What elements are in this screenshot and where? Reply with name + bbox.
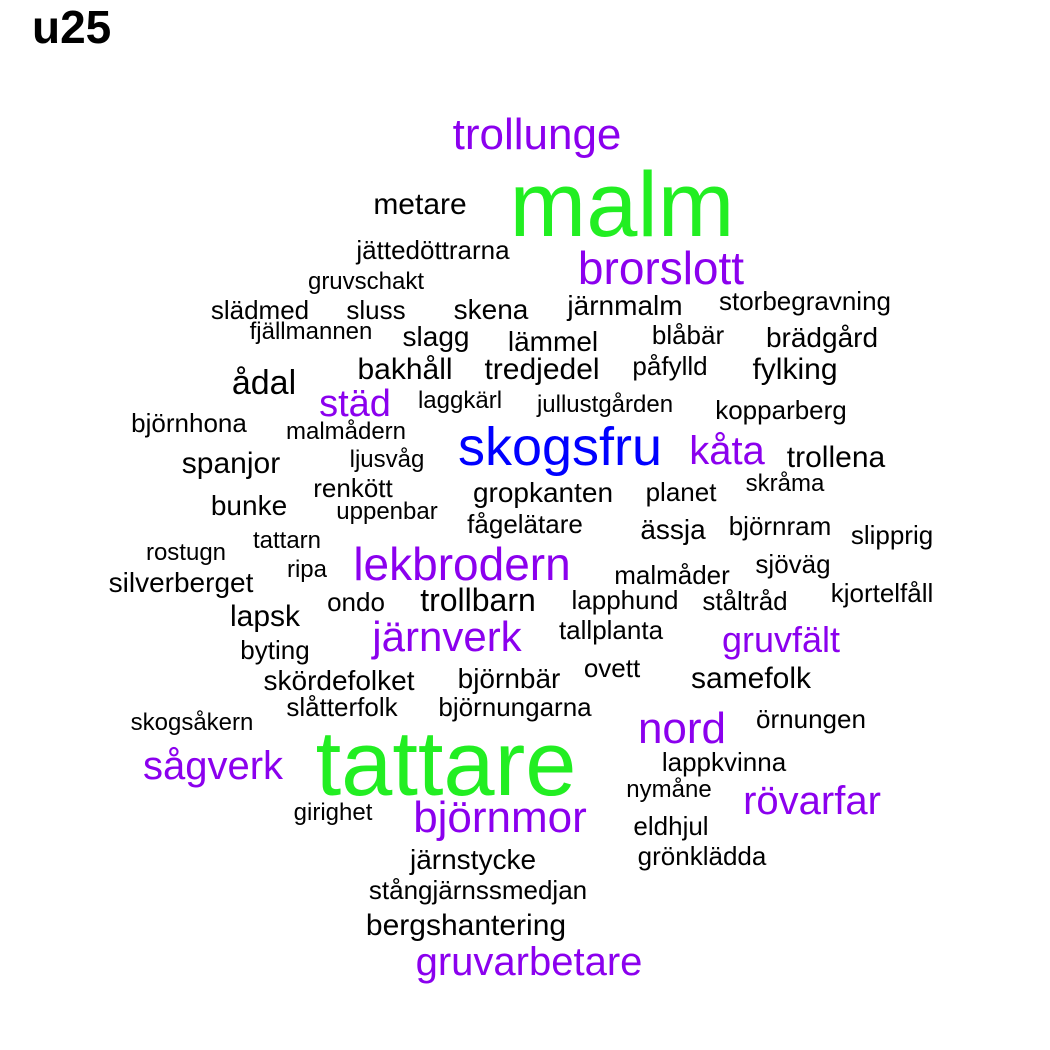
word-low: blåbär [651,320,725,350]
word-low: tredjedel [484,353,600,386]
word-mid: gruvarbetare [415,940,643,984]
word-low: storbegravning [719,286,891,316]
word-low: påfylld [632,351,708,381]
word-low: silverberget [108,567,254,598]
word-low: ondo [327,587,385,617]
word-top: tattare [315,713,577,815]
word-low: kopparberg [715,395,847,425]
word-low: uppenbar [336,498,438,525]
word-low: byting [240,635,310,665]
word-low: örnungen [756,704,866,734]
word-low: planet [645,477,717,507]
word-low: bergshantering [365,909,567,942]
word-low: malmådern [285,418,407,445]
word-low: lämmel [507,326,599,357]
word-low: grönklädda [637,841,767,871]
word-low: malmåder [614,560,730,590]
word-low: trollbarn [420,582,536,618]
panel-title: u25 [32,1,112,53]
word-low: ståltråd [702,586,788,616]
word-low: jättedöttrarna [356,235,510,265]
word-mid: trollunge [452,110,622,159]
word-low: ripa [286,556,328,583]
word-low: renkött [313,473,393,503]
word-low: lapsk [229,600,301,633]
word-low: björnbär [457,663,561,694]
word-low: laggkärl [417,387,503,414]
word-low: bakhåll [357,353,453,386]
word-low: nymåne [626,776,712,803]
word-low: skogsåkern [130,709,254,736]
word-low: ovett [583,653,641,683]
word-mid: björnmor [413,793,587,842]
word-low: ådal [231,364,297,402]
word-low: metare [373,188,467,221]
word-low: spanjor [181,447,281,480]
word-mid: städ [319,383,391,425]
word-low: skena [453,294,529,325]
word-low: rostugn [145,539,227,566]
word-low: trollena [786,441,886,474]
word-low: björnhona [131,408,247,438]
word-mid: rövarfar [743,779,881,823]
word-low: björnungarna [438,692,592,722]
word-low: fylking [752,353,838,386]
word-mid: lekbrodern [353,538,571,590]
word-low: slipprig [850,520,934,550]
word-low: ässja [640,514,706,545]
word-low: björnram [728,511,832,541]
word-mid: brorslott [577,242,745,294]
word-low: sluss [346,295,406,325]
word-low: skördefolket [263,665,415,696]
word-low: tallplanta [558,615,664,645]
word-low: fågelätare [467,509,583,539]
word-low: slagg [402,321,470,352]
word-low: bunke [210,490,288,521]
word-low: stångjärnssmedjan [368,875,588,905]
word-low: gropkanten [472,477,614,508]
word-low: gruvschakt [307,268,425,295]
word-low: tattarn [252,527,322,554]
word-low: järnstycke [409,844,537,875]
word-low: kjortelfåll [830,578,934,608]
word-low: jullustgården [536,391,674,418]
word-mid: nord [637,704,727,753]
word-low: järnmalm [567,290,683,321]
word-low: lappkvinna [661,747,787,777]
word-low: slåtterfolk [286,692,398,722]
word-low: lapphund [571,585,679,615]
word-top: malm [509,154,735,256]
word-low: ljusvåg [349,446,425,473]
word-low: skråma [745,470,825,497]
word-mid: gruvfält [721,619,841,660]
word-low: brädgård [765,322,879,353]
word-mid: järnverk [372,613,522,660]
word-low: fjällmannen [249,318,373,345]
word-mid: sågverk [142,744,284,788]
word-low: eldhjul [633,811,709,841]
word-high: skogsfru [457,417,663,477]
word-low: sjöväg [755,549,831,579]
word-low: samefolk [690,662,812,695]
word-low: girighet [293,799,373,826]
word-mid: kåta [689,429,765,473]
word-low: slädmed [210,295,310,325]
